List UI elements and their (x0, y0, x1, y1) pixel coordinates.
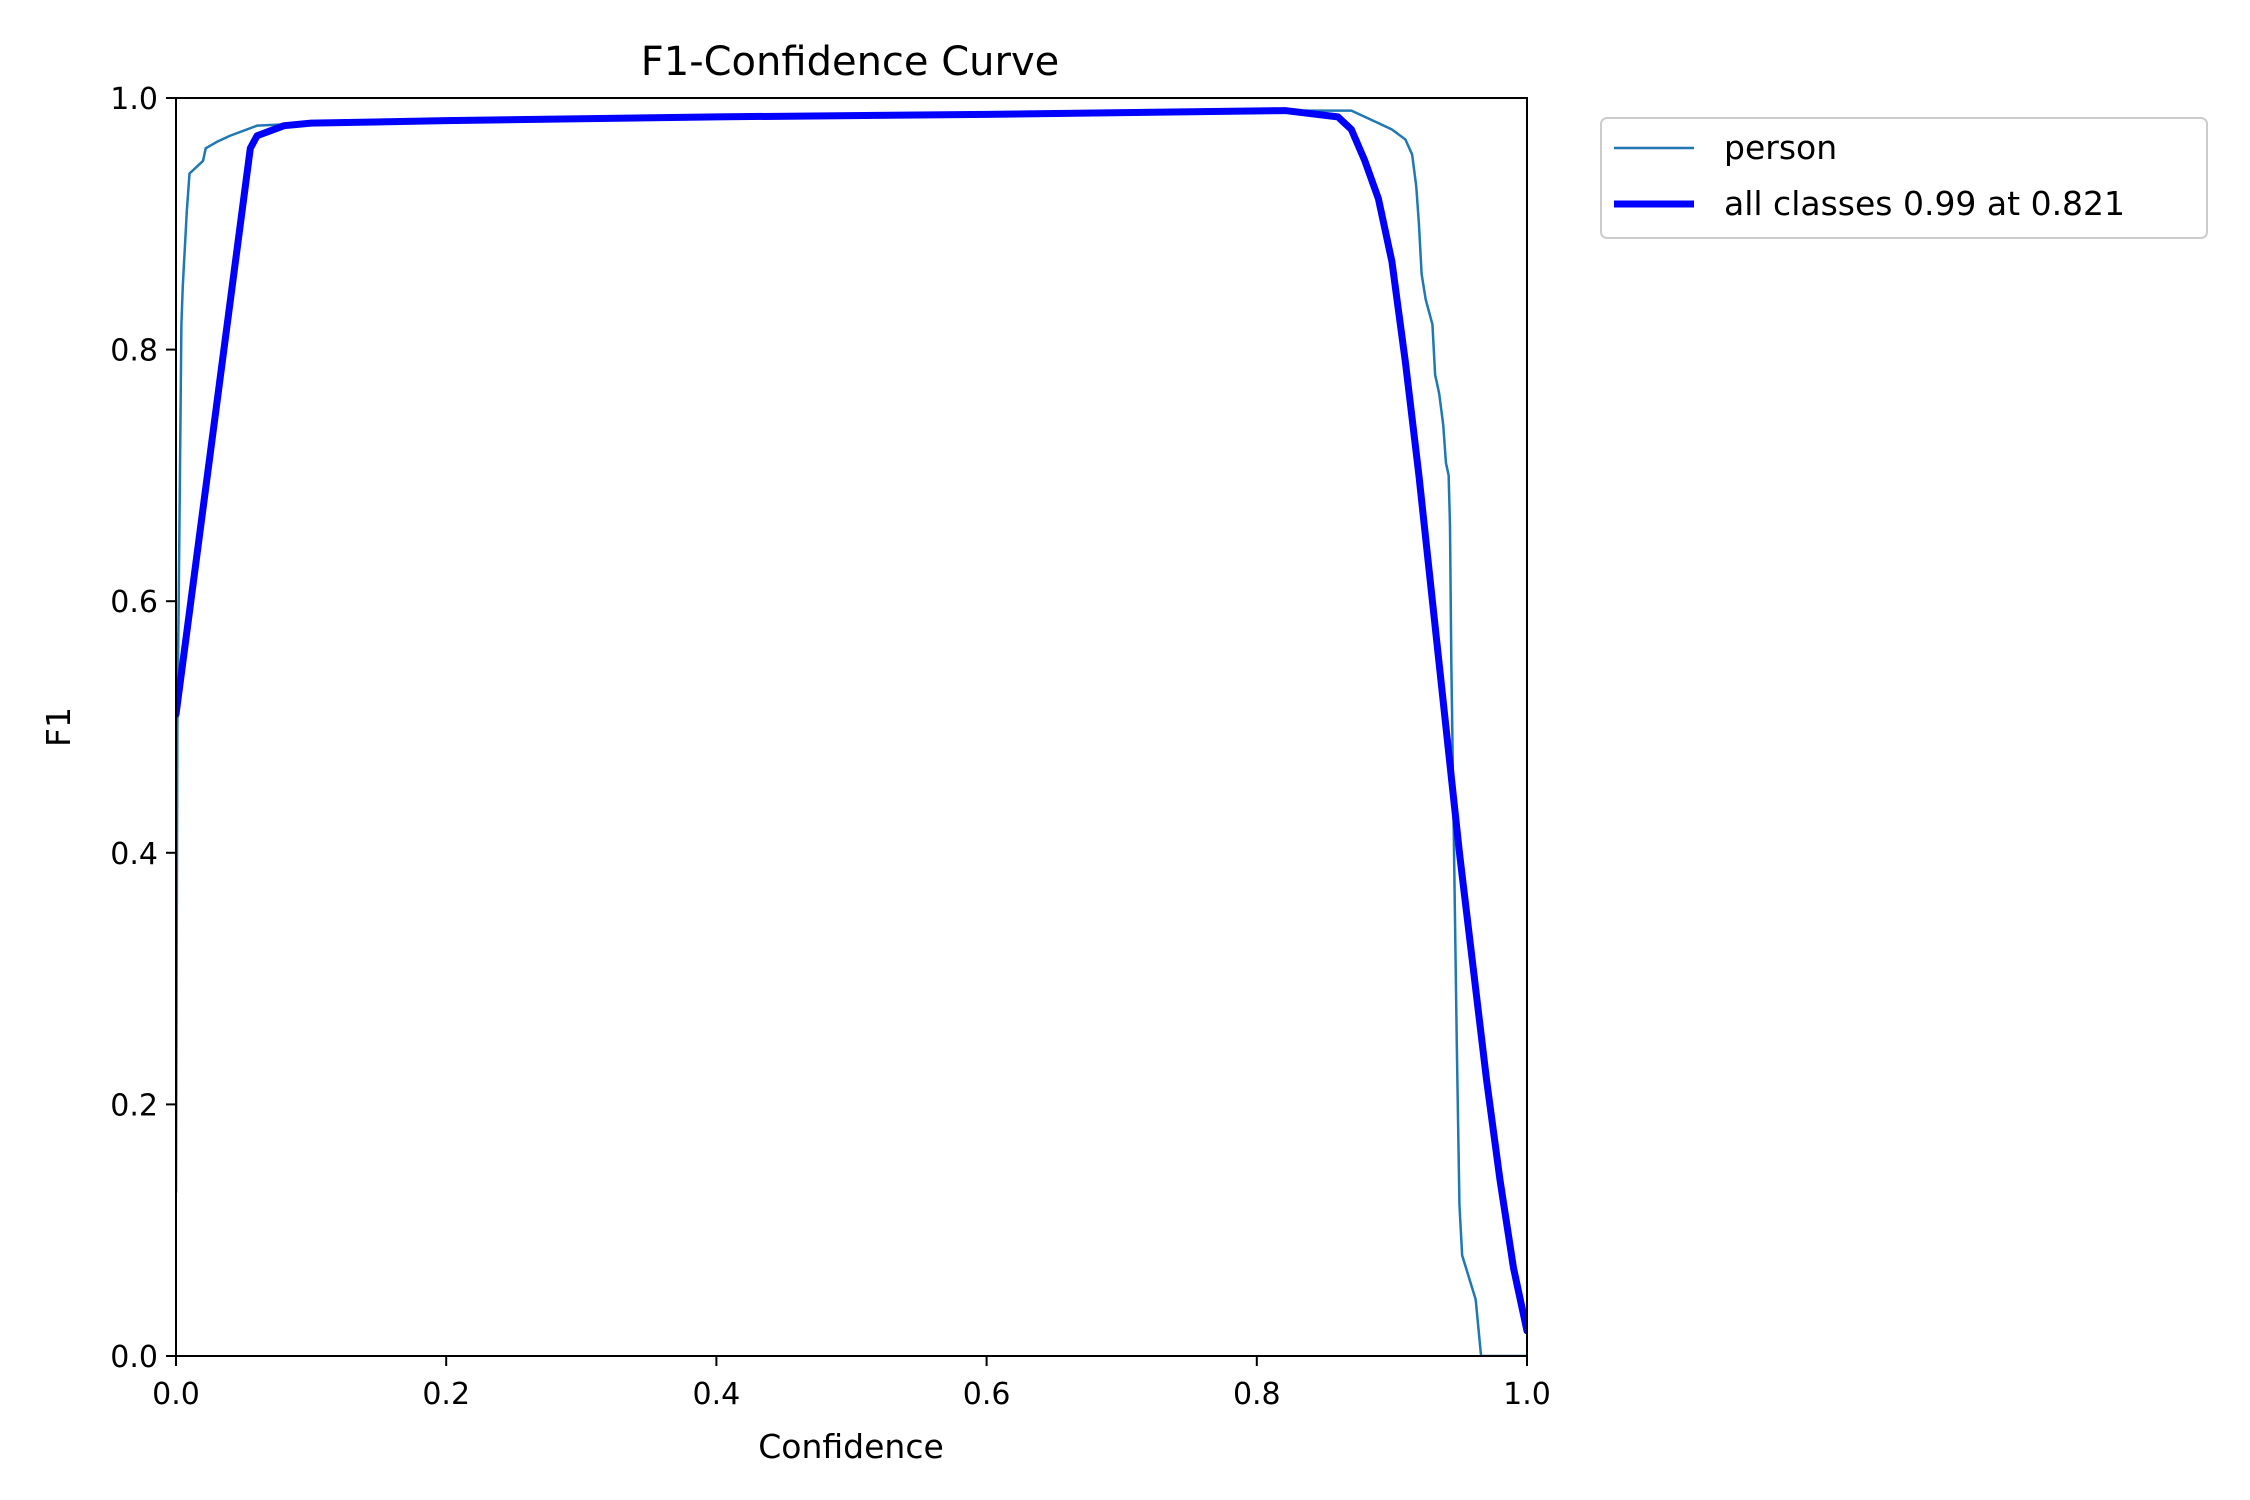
chart-title: F1-Confidence Curve (641, 39, 1060, 85)
series-line-all-classes (176, 107, 1527, 1335)
x-axis-ticks: 0.0 0.2 0.4 0.6 0.8 1.0 (152, 1356, 1551, 1412)
legend-box (1600, 117, 2208, 239)
y-tick-label: 0.8 (110, 334, 158, 369)
x-axis-label: Confidence (758, 1427, 944, 1466)
y-axis-label: F1 (39, 707, 78, 747)
y-tick-label: 0.6 (110, 585, 158, 620)
legend-entry-label: all classes 0.99 at 0.821 (1724, 184, 2125, 223)
x-tick-label: 0.8 (1233, 1377, 1281, 1412)
legend: person all classes 0.99 at 0.821 (1600, 117, 2208, 239)
x-tick-label: 0.6 (963, 1377, 1011, 1412)
y-tick-label: 0.4 (110, 837, 158, 872)
x-tick-label: 0.2 (422, 1377, 470, 1412)
x-tick-label: 1.0 (1503, 1377, 1551, 1412)
y-tick-label: 0.2 (110, 1088, 158, 1123)
plot-area-frame (175, 97, 1528, 1357)
legend-entry-label: person (1724, 128, 1837, 167)
y-tick-label: 0.0 (110, 1340, 158, 1375)
y-tick-label: 1.0 (110, 82, 158, 117)
series-line-person (176, 109, 1527, 1356)
x-tick-label: 0.4 (693, 1377, 741, 1412)
x-tick-label: 0.0 (152, 1377, 200, 1412)
y-axis-ticks: 0.0 0.2 0.4 0.6 0.8 1.0 (110, 82, 176, 1375)
